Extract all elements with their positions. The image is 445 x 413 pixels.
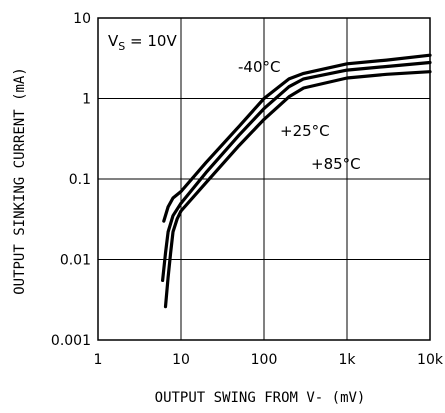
x-tick-labels: 1 10 100 1k 10k: [94, 352, 444, 368]
y-tick-label: 10: [73, 11, 91, 27]
condition-sub: S: [118, 40, 125, 53]
condition-annotation: VS = 10V: [108, 32, 177, 53]
series-line-2: [163, 70, 432, 309]
y-axis-label: OUTPUT SINKING CURRENT (mA): [12, 67, 28, 295]
x-tick-label: 10k: [417, 352, 444, 368]
series-group: [161, 53, 432, 309]
y-tick-label: 0.01: [60, 253, 91, 269]
series-line-1: [161, 60, 432, 282]
y-tick-label: 0.001: [51, 333, 91, 349]
series-label-minus40: -40°C: [238, 58, 280, 76]
series-label-plus85: +85°C: [311, 155, 361, 173]
y-tick-label: 0.1: [69, 172, 91, 188]
x-tick-label: 1k: [338, 352, 356, 368]
y-tick-label: 1: [82, 92, 91, 108]
x-axis-label: OUTPUT SWING FROM V- (mV): [155, 390, 366, 406]
plot-frame: [97, 17, 431, 341]
x-tick-label: 10: [172, 352, 190, 368]
condition-suffix: = 10V: [125, 32, 177, 50]
series-label-plus25: +25°C: [280, 122, 330, 140]
x-tick-label: 100: [251, 352, 278, 368]
series-line-0: [162, 53, 432, 223]
x-tick-label: 1: [94, 352, 103, 368]
y-tick-labels: 0.001 0.01 0.1 1 10: [51, 11, 91, 349]
condition-prefix: V: [108, 32, 119, 50]
